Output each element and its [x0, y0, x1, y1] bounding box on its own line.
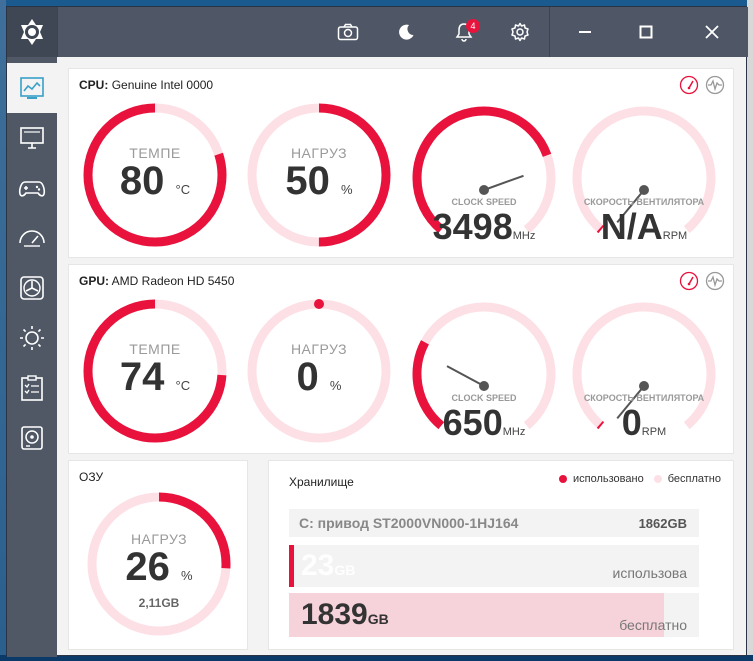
cpu-fan-dial — [572, 106, 716, 234]
drive-size: 1862GB — [638, 516, 687, 531]
cpu-load-gauge — [247, 103, 391, 247]
cpu-clock-label: CLOCK SPEED — [451, 197, 517, 207]
theme-toggle-button[interactable] — [386, 7, 426, 57]
gpu-title: GPU: AMD Radeon HD 5450 — [79, 274, 234, 288]
desktop-background-right — [747, 0, 753, 661]
gpu-fan-dial — [572, 302, 716, 430]
gpu-clock-label: CLOCK SPEED — [451, 393, 517, 403]
legend-free: бесплатно — [653, 473, 721, 485]
sidebar — [7, 57, 57, 657]
notifications-button[interactable]: 4 — [444, 7, 484, 57]
cpu-temp-value: 80 °C — [119, 159, 191, 203]
sidebar-item-dashboard[interactable] — [7, 63, 57, 113]
gpu-clock-value: 650MHz — [442, 402, 526, 443]
gpu-load-value: 0 % — [296, 355, 342, 399]
gpu-load-gauge — [247, 299, 391, 443]
gpu-fan-value: 0RPM — [621, 402, 667, 443]
free-value: 1839GB — [301, 598, 389, 631]
cpu-load-value: 50 % — [285, 159, 353, 203]
disk-icon — [21, 426, 43, 450]
close-button[interactable] — [689, 7, 734, 57]
cpu-temp-gauge — [83, 103, 227, 247]
ram-card: ОЗУ НАГРУЗ 26 % 2,11GB — [68, 460, 248, 650]
used-value: 23GB — [301, 549, 356, 582]
cpu-clock-value: 3498MHz — [432, 206, 536, 247]
cpu-fan-value: N/ARPM — [600, 206, 688, 247]
cpu-load-label: НАГРУЗ — [290, 145, 348, 161]
ram-used: 2,11GB — [138, 596, 180, 610]
storage-card: Хранилище использовано бесплатно C: прив… — [268, 460, 734, 650]
gpu-load-label: НАГРУЗ — [290, 341, 348, 357]
used-bar: 23GB использова — [289, 545, 699, 587]
cpu-title: CPU: Genuine Intel 0000 — [79, 78, 213, 92]
gpu-card: GPU: AMD Radeon HD 5450 ТЕМПЕ 74 °C — [68, 264, 734, 454]
cpu-temp-label: ТЕМПЕ — [129, 145, 181, 161]
sidebar-item-reports[interactable] — [7, 363, 57, 413]
minimize-button[interactable] — [562, 7, 607, 57]
close-icon — [704, 25, 719, 39]
drive-name: C: привод ST2000VN000-1HJ164 — [299, 515, 519, 531]
sidebar-item-storage[interactable] — [7, 413, 57, 463]
maximize-icon — [639, 25, 652, 39]
brightness-icon — [20, 326, 44, 350]
notification-badge: 4 — [466, 19, 480, 33]
fan-icon — [20, 276, 44, 300]
cpu-name: Genuine Intel 0000 — [111, 78, 214, 92]
camera-icon — [337, 23, 359, 41]
screenshot-button[interactable] — [328, 7, 368, 57]
dashboard-icon — [20, 77, 44, 99]
sidebar-item-lighting[interactable] — [7, 313, 57, 363]
gpu-label: GPU: — [79, 274, 109, 288]
free-label: бесплатно — [619, 617, 687, 633]
minimize-icon — [578, 31, 591, 33]
moon-icon — [399, 24, 414, 40]
drive-header[interactable]: C: привод ST2000VN000-1HJ164 1862GB — [289, 509, 699, 537]
sidebar-item-performance[interactable] — [7, 213, 57, 263]
graph-view-icon[interactable] — [705, 75, 725, 95]
app-logo — [7, 7, 57, 57]
cpu-clock-dial — [412, 106, 556, 234]
legend-used: использовано — [559, 473, 644, 485]
checklist-icon — [21, 375, 43, 401]
speedometer-icon — [19, 230, 45, 247]
free-bar: 1839GB бесплатно — [289, 593, 699, 637]
gamepad-icon — [18, 181, 46, 197]
gpu-clock-dial — [412, 302, 556, 430]
gpu-temp-value: 74 °C — [119, 355, 191, 399]
gauge-view-icon[interactable] — [679, 271, 699, 291]
gear-icon — [511, 22, 529, 42]
cpu-fan-label: СКОРОСТЬ ВЕНТИЛЯТОРА — [583, 197, 705, 207]
cpu-card: CPU: Genuine Intel 0000 ТЕМПЕ 80 °C — [68, 68, 734, 258]
gpu-temp-gauge — [83, 299, 227, 443]
ram-load-label: НАГРУЗ — [130, 531, 188, 547]
ram-load-value: 26 % — [125, 545, 193, 589]
gauge-view-icon[interactable] — [679, 75, 699, 95]
gpu-name: AMD Radeon HD 5450 — [111, 274, 235, 288]
app-window: 4 — [6, 6, 748, 657]
gpu-temp-label: ТЕМПЕ — [129, 341, 181, 357]
monitor-icon — [20, 127, 44, 149]
desktop-background-left — [0, 0, 6, 661]
logo-icon — [21, 19, 43, 45]
cpu-label: CPU: — [79, 78, 109, 92]
settings-button[interactable] — [500, 7, 540, 57]
ram-title: ОЗУ — [79, 470, 104, 484]
storage-title: Хранилище — [289, 475, 354, 489]
used-label: использова — [612, 565, 687, 581]
maximize-button[interactable] — [623, 7, 668, 57]
storage-legend: использовано бесплатно — [559, 473, 721, 485]
gpu-fan-label: СКОРОСТЬ ВЕНТИЛЯТОРА — [583, 393, 705, 403]
sidebar-item-games[interactable] — [7, 163, 57, 213]
sidebar-item-monitor[interactable] — [7, 113, 57, 163]
title-bar: 4 — [7, 7, 748, 57]
taskbar-edge — [0, 655, 753, 661]
ram-load-gauge — [87, 492, 231, 636]
graph-view-icon[interactable] — [705, 271, 725, 291]
sidebar-item-fans[interactable] — [7, 263, 57, 313]
